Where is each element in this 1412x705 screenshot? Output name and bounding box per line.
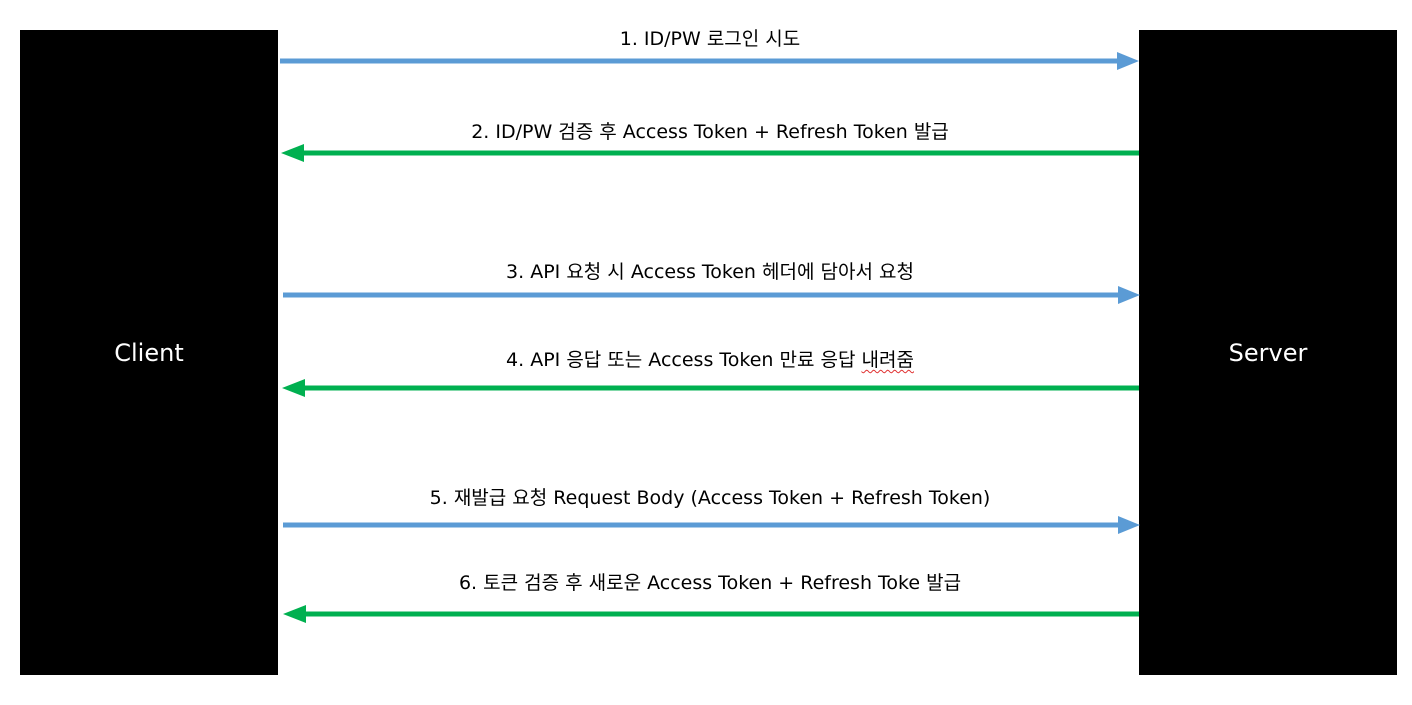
message-4-text: 4. API 응답 또는 Access Token 만료 응답: [506, 349, 862, 371]
server-label: Server: [1228, 338, 1308, 367]
message-1-label: 1. ID/PW 로그인 시도: [619, 28, 801, 50]
arrow-2-response: [281, 144, 1139, 162]
message-2-label: 2. ID/PW 검증 후 Access Token + Refresh Tok…: [471, 121, 949, 143]
message-3-label: 3. API 요청 시 Access Token 헤더에 담아서 요청: [506, 261, 914, 283]
message-5-label: 5. 재발급 요청 Request Body (Access Token + R…: [429, 487, 991, 509]
spellcheck-marked-word: 내려줌: [861, 349, 914, 371]
client-label: Client: [114, 338, 184, 367]
arrow-5-request: [283, 516, 1140, 534]
client-actor-box: Client: [20, 30, 278, 675]
arrow-4-response: [282, 379, 1139, 397]
message-6-label: 6. 토큰 검증 후 새로운 Access Token + Refresh To…: [458, 572, 962, 594]
arrow-1-request: [280, 52, 1139, 70]
arrow-3-request: [283, 286, 1140, 304]
message-4-label: 4. API 응답 또는 Access Token 만료 응답 내려줌: [290, 345, 1130, 372]
arrow-6-response: [283, 605, 1139, 623]
server-actor-box: Server: [1139, 30, 1397, 675]
